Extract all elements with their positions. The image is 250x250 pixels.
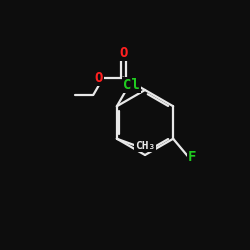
Text: Cl: Cl bbox=[123, 78, 140, 92]
Text: F: F bbox=[188, 150, 196, 164]
Text: O: O bbox=[119, 46, 128, 60]
Text: O: O bbox=[95, 70, 103, 85]
Text: CH₃: CH₃ bbox=[135, 142, 155, 152]
